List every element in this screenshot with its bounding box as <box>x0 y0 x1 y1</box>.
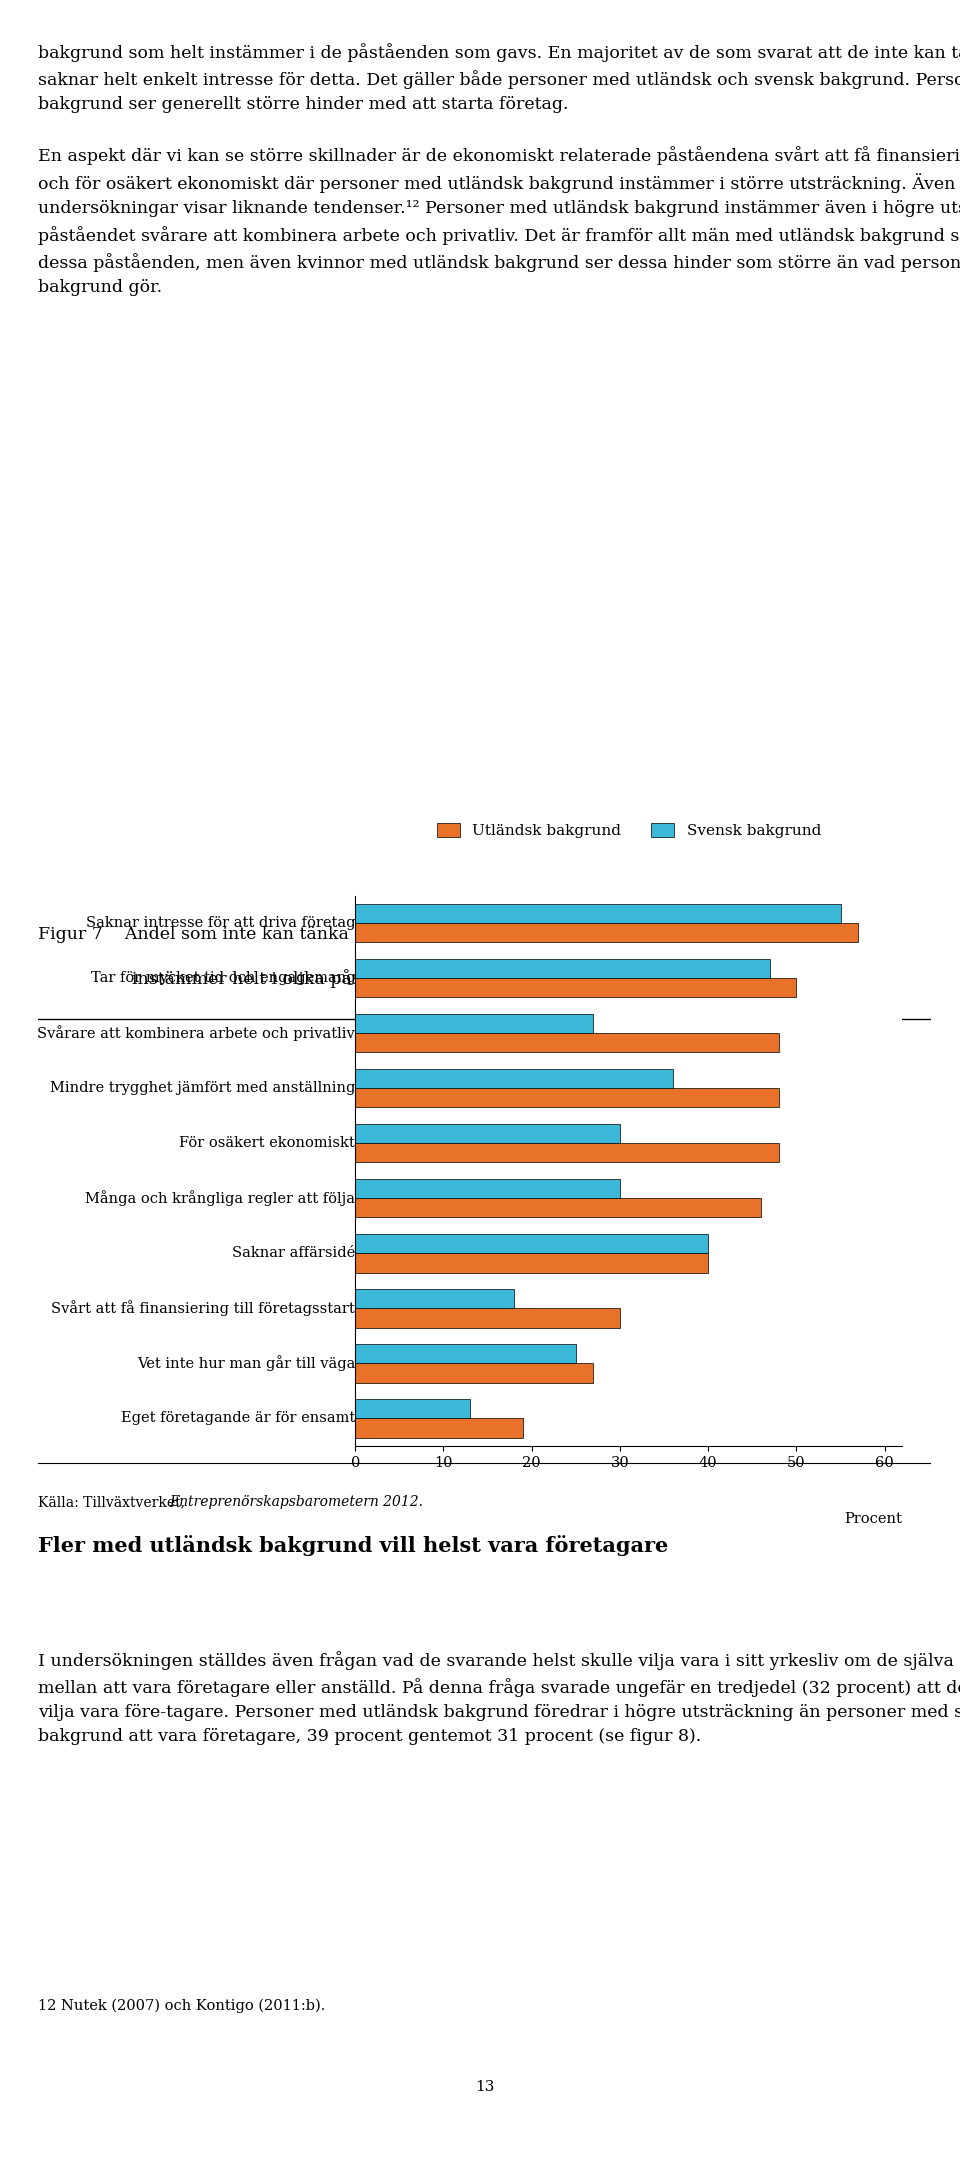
Bar <box>355 1234 708 1254</box>
Text: Vet inte hur man går till väga: Vet inte hur man går till väga <box>137 1355 355 1370</box>
Bar <box>355 1288 514 1308</box>
Text: Figur 7    Andel som inte kan tänka sig att bli företagare och som: Figur 7 Andel som inte kan tänka sig att… <box>38 926 614 943</box>
Text: Eget företagande är för ensamt: Eget företagande är för ensamt <box>121 1411 355 1424</box>
Bar <box>355 958 770 978</box>
Bar <box>355 1254 708 1273</box>
Text: bakgrund som helt instämmer i de påståenden som gavs. En majoritet av de som sva: bakgrund som helt instämmer i de påståen… <box>38 43 960 296</box>
Text: 13: 13 <box>475 2080 494 2093</box>
Bar <box>355 1344 576 1364</box>
Text: Många och krångliga regler att följa: Många och krångliga regler att följa <box>85 1191 355 1206</box>
Bar <box>355 1034 779 1053</box>
Bar <box>355 1014 593 1034</box>
Bar <box>355 1124 620 1144</box>
Text: Entreprenörskapsbarometern 2012.: Entreprenörskapsbarometern 2012. <box>170 1495 423 1508</box>
Bar <box>355 1398 470 1418</box>
Bar <box>355 1088 779 1107</box>
Text: Saknar intresse för att driva företag: Saknar intresse för att driva företag <box>85 917 355 930</box>
Text: instämmer helt i olika påståenden, uppdelat på bakgrund.: instämmer helt i olika påståenden, uppde… <box>132 969 644 988</box>
Bar <box>355 1198 761 1217</box>
Bar <box>355 1308 620 1327</box>
Text: För osäkert ekonomiskt: För osäkert ekonomiskt <box>180 1137 355 1150</box>
Bar <box>355 1364 593 1383</box>
Text: I undersökningen ställdes även frågan vad de svarande helst skulle vilja vara i : I undersökningen ställdes även frågan va… <box>38 1651 960 1746</box>
Bar <box>355 1178 620 1198</box>
Bar <box>355 924 858 943</box>
Text: Svårare att kombinera arbete och privatliv: Svårare att kombinera arbete och privatl… <box>37 1025 355 1040</box>
Text: Tar för mycket tid och engagemang: Tar för mycket tid och engagemang <box>90 971 355 984</box>
Text: Fler med utländsk bakgrund vill helst vara företagare: Fler med utländsk bakgrund vill helst va… <box>38 1534 669 1556</box>
Bar <box>355 1144 779 1163</box>
Bar <box>355 978 797 997</box>
Text: 12 Nutek (2007) och Kontigo (2011:b).: 12 Nutek (2007) och Kontigo (2011:b). <box>38 1998 325 2013</box>
X-axis label: Procent: Procent <box>845 1513 902 1526</box>
Text: Mindre trygghet jämfört med anställning: Mindre trygghet jämfört med anställning <box>50 1081 355 1094</box>
Legend: Utländsk bakgrund, Svensk bakgrund: Utländsk bakgrund, Svensk bakgrund <box>431 818 827 844</box>
Bar <box>355 1068 673 1088</box>
Text: Saknar affärsidé: Saknar affärsidé <box>232 1247 355 1260</box>
Text: Källa: Tillväxtverket,: Källa: Tillväxtverket, <box>38 1495 190 1508</box>
Bar <box>355 1418 523 1437</box>
Bar <box>355 904 841 924</box>
Text: Svårt att få finansiering till företagsstart: Svårt att få finansiering till företagss… <box>52 1301 355 1316</box>
